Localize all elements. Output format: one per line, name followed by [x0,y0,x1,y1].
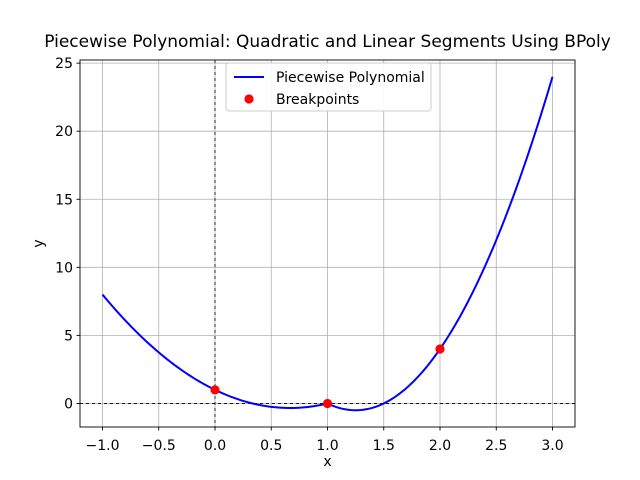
x-tick-label: 0.0 [204,438,226,454]
y-axis-label: y [31,239,47,247]
legend-dot-sample-icon [244,94,254,104]
x-tick-label: 2.5 [485,438,507,454]
axis-tick-labels: −1.0 −0.5 0.0 0.5 1.0 1.5 2.0 2.5 3.0 0 5 10 15 20 25 [55,56,563,454]
x-tick-label: 1.0 [316,438,338,454]
breakpoint-dot [435,344,445,354]
y-tick-label: 15 [55,192,73,208]
x-tick-label: 0.5 [260,438,282,454]
breakpoint-dot [210,385,220,395]
x-tick-label: −1.0 [86,438,120,454]
legend-box [225,62,432,112]
legend: Piecewise Polynomial Breakpoints [225,62,432,112]
axis-ticks [76,62,553,431]
breakpoint-dot [322,398,333,409]
legend-label-piecewise-polynomial: Piecewise Polynomial [276,70,425,86]
x-tick-label: 1.5 [373,438,395,454]
chart-title: Piecewise Polynomial: Quadratic and Line… [44,32,611,52]
y-tick-label: 5 [64,328,73,344]
x-tick-label: 2.0 [429,438,451,454]
legend-label-breakpoints: Breakpoints [276,92,359,108]
y-tick-label: 0 [64,396,73,412]
x-axis-label: x [323,454,331,470]
x-tick-label: −0.5 [142,438,176,454]
y-tick-label: 25 [55,56,73,72]
y-tick-label: 20 [55,124,73,140]
y-tick-label: 10 [55,260,73,276]
breakpoint-markers [210,344,445,409]
x-tick-label: 3.0 [541,438,563,454]
